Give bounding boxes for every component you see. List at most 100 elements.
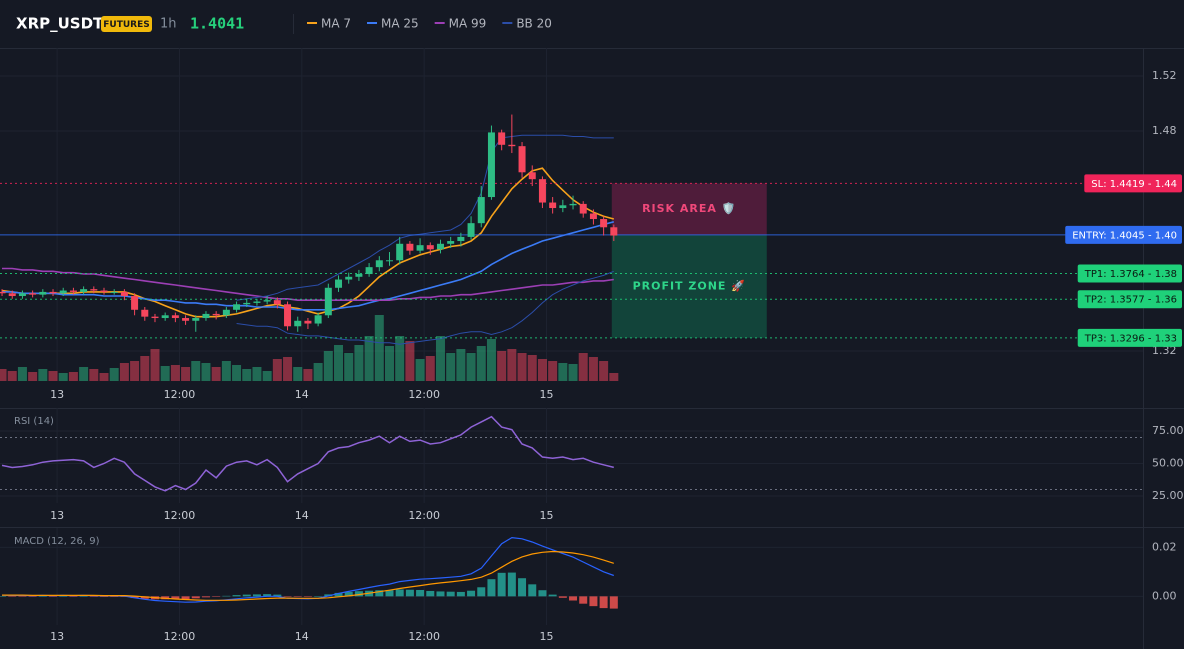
symbol: XRP_USDT <box>16 15 104 33</box>
volume-bar <box>140 356 150 381</box>
candle-body <box>416 245 424 251</box>
volume-bar <box>160 366 170 381</box>
legend-label: MA 7 <box>321 17 351 31</box>
volume-bar <box>344 353 354 381</box>
level-tag-label: SL: 1.4419 - 1.44 <box>1091 179 1177 190</box>
level-tag <box>1077 290 1182 309</box>
histogram-bar <box>436 591 445 597</box>
histogram-bar <box>558 596 567 598</box>
volume-bar <box>558 363 568 381</box>
band-upper <box>236 134 614 301</box>
volume-bar <box>446 353 456 381</box>
candle-body <box>559 205 567 209</box>
candle-body <box>375 260 383 268</box>
candle-body <box>120 291 128 297</box>
volume-bar <box>221 361 231 381</box>
badge: FUTURES <box>103 20 149 30</box>
volume-bar <box>497 351 507 381</box>
candle-body <box>131 296 139 310</box>
candle-body <box>528 172 536 180</box>
volume-bar <box>232 365 242 381</box>
candle-body <box>100 290 108 292</box>
volume-bar <box>548 361 558 381</box>
histogram-bar <box>477 587 486 597</box>
candle-body <box>406 243 414 251</box>
histogram-bar <box>140 596 149 599</box>
candle-body <box>202 313 210 319</box>
candle-body <box>498 132 506 145</box>
y-tick-label: 1.48 <box>1152 124 1177 137</box>
interval: 1h <box>160 17 177 32</box>
volume-bar <box>578 353 588 381</box>
histogram-bar <box>446 591 455 597</box>
candle-body <box>253 301 261 303</box>
volume-bar <box>283 357 293 381</box>
legend-swatch <box>434 22 445 24</box>
volume-bar <box>435 336 445 381</box>
volume-bar <box>303 369 313 381</box>
histogram-bar <box>273 594 282 597</box>
histogram-bar <box>426 590 435 597</box>
y-tick-label: 25.00 <box>1152 489 1184 502</box>
candle-body <box>0 291 6 294</box>
volume-bar <box>476 346 486 381</box>
candle-body <box>396 243 404 261</box>
x-tick-label: 12:00 <box>164 388 196 401</box>
badge-bg <box>101 16 152 32</box>
candle-body <box>182 318 190 321</box>
zone <box>611 183 767 235</box>
volume-bar <box>537 359 547 381</box>
volume-bar <box>262 371 272 381</box>
histogram-bar <box>283 596 292 597</box>
volume-bar <box>28 372 38 381</box>
candle-body <box>335 279 343 288</box>
candle-body <box>304 320 312 324</box>
volume-bar <box>0 369 7 381</box>
y-tick-label: 75.00 <box>1152 424 1184 437</box>
volume-bar <box>405 341 415 381</box>
volume-bar <box>170 365 180 381</box>
volume-bar <box>364 336 374 381</box>
volume-bar <box>599 361 609 381</box>
level-tag <box>1077 328 1182 347</box>
candle-body <box>18 293 26 297</box>
candle-body <box>8 293 16 297</box>
histogram-bar <box>579 596 588 604</box>
volume-bar <box>48 371 58 381</box>
candle-body <box>243 302 251 305</box>
histogram-bar <box>89 596 98 597</box>
volume-bar <box>130 361 140 381</box>
volume-bar <box>466 353 476 381</box>
histogram-bar <box>569 596 578 601</box>
zone-label: RISK AREA 🛡️ <box>642 202 736 215</box>
candle-body <box>467 223 475 237</box>
candle-body <box>212 313 220 316</box>
y-tick-label: 50.00 <box>1152 456 1184 469</box>
histogram-bar <box>110 596 119 597</box>
volume-bar <box>384 346 394 381</box>
candle-body <box>284 304 292 327</box>
ma-line <box>2 221 615 311</box>
y-tick-label: 1.52 <box>1152 69 1177 82</box>
candle-body <box>90 289 98 291</box>
candle-body <box>610 227 618 236</box>
volume-bar <box>150 349 160 381</box>
candle-body <box>49 291 57 294</box>
x-tick-label: 13 <box>50 509 64 522</box>
x-tick-label: 12:00 <box>408 630 440 643</box>
histogram-bar <box>314 596 323 597</box>
volume-bar <box>395 336 405 381</box>
histogram-bar <box>18 596 27 597</box>
histogram-bar <box>487 579 496 597</box>
volume-bar <box>181 367 191 381</box>
histogram-bar <box>232 595 241 597</box>
volume-bar <box>313 363 323 381</box>
candle-body <box>59 290 67 294</box>
candle-body <box>447 241 455 244</box>
histogram-bar <box>334 592 343 597</box>
rsi-line <box>1 415 614 492</box>
histogram-bar <box>8 596 17 597</box>
histogram-bar <box>354 591 363 597</box>
